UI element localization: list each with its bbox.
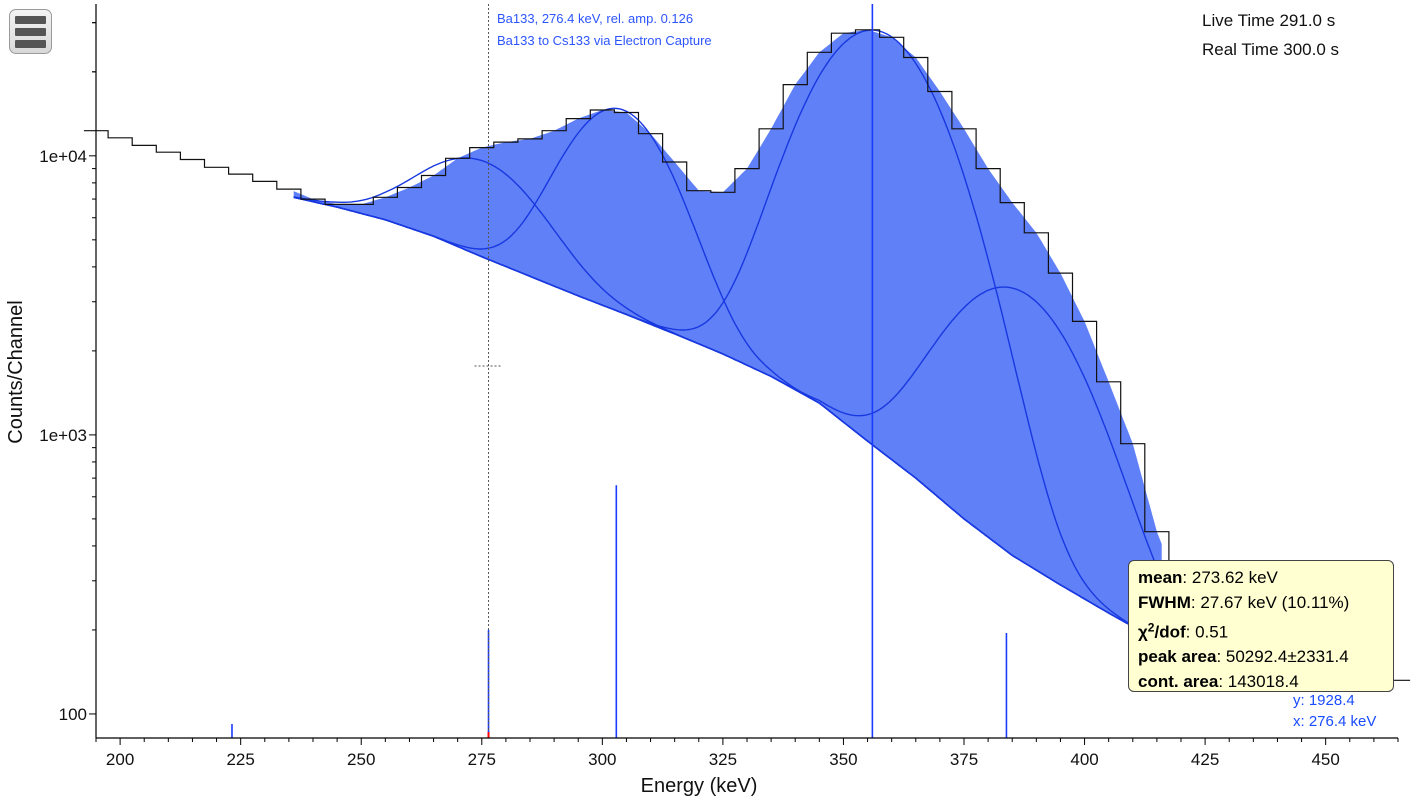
roi-fill — [293, 29, 1162, 643]
peak-fwhm-value: : 27.67 keV (10.11%) — [1190, 592, 1350, 612]
peak-info-tooltip: mean: 273.62 keV FWHM: 27.67 keV (10.11%… — [1128, 560, 1394, 692]
x-axis-title: Energy (keV) — [641, 775, 758, 797]
y-tick-label: 1e+03 — [39, 426, 87, 445]
peak-area-value: : 50292.4±2331.4 — [1216, 647, 1349, 667]
y-tick-label: 1e+04 — [39, 147, 87, 166]
x-tick-label: 250 — [347, 750, 375, 769]
live-time: Live Time 291.0 s — [1202, 11, 1336, 30]
reference-line-label: Ba133, 276.4 keV, rel. amp. 0.126 — [497, 11, 694, 26]
peak-mean-row: mean: 273.62 keV — [1138, 568, 1278, 587]
x-tick-label: 200 — [106, 750, 134, 769]
peak-mean-value: : 273.62 keV — [1182, 568, 1278, 587]
hamburger-menu-icon-bar — [15, 40, 46, 48]
y-axis-title: Counts/Channel — [5, 300, 27, 443]
x-tick-label: 375 — [950, 750, 978, 769]
x-tick-label: 225 — [226, 750, 254, 769]
continuum-area-value: : 143018.4 — [1218, 671, 1299, 691]
hamburger-menu-icon — [15, 16, 46, 24]
cursor-y-readout: y: 1928.4 — [1293, 692, 1355, 709]
continuum-area-row: cont. area: 143018.4 — [1138, 671, 1299, 691]
x-tick-label: 300 — [588, 750, 616, 769]
x-tick-label: 275 — [468, 750, 496, 769]
x-tick-label: 350 — [829, 750, 857, 769]
peak-chi2-row: χ2/dof: 0.51 — [1138, 620, 1229, 642]
peak-chi2-value: : 0.51 — [1185, 622, 1229, 642]
x-tick-label: 400 — [1070, 750, 1098, 769]
peak-curve-4 — [293, 196, 1163, 580]
peak-fwhm-row: FWHM: 27.67 keV (10.11%) — [1138, 592, 1350, 612]
real-time: Real Time 300.0 s — [1202, 40, 1340, 59]
x-tick-label: 425 — [1191, 750, 1219, 769]
cursor-x-readout: x: 276.4 keV — [1293, 713, 1377, 730]
reference-line-decay-label: Ba133 to Cs133 via Electron Capture — [497, 33, 712, 48]
peak-area-row: peak area: 50292.4±2331.4 — [1138, 647, 1349, 667]
x-tick-label: 325 — [709, 750, 737, 769]
menu-button[interactable] — [9, 9, 52, 54]
x-tick-label: 450 — [1311, 750, 1339, 769]
y-tick-label: 100 — [59, 705, 87, 724]
hamburger-menu-icon-bar — [15, 28, 46, 36]
